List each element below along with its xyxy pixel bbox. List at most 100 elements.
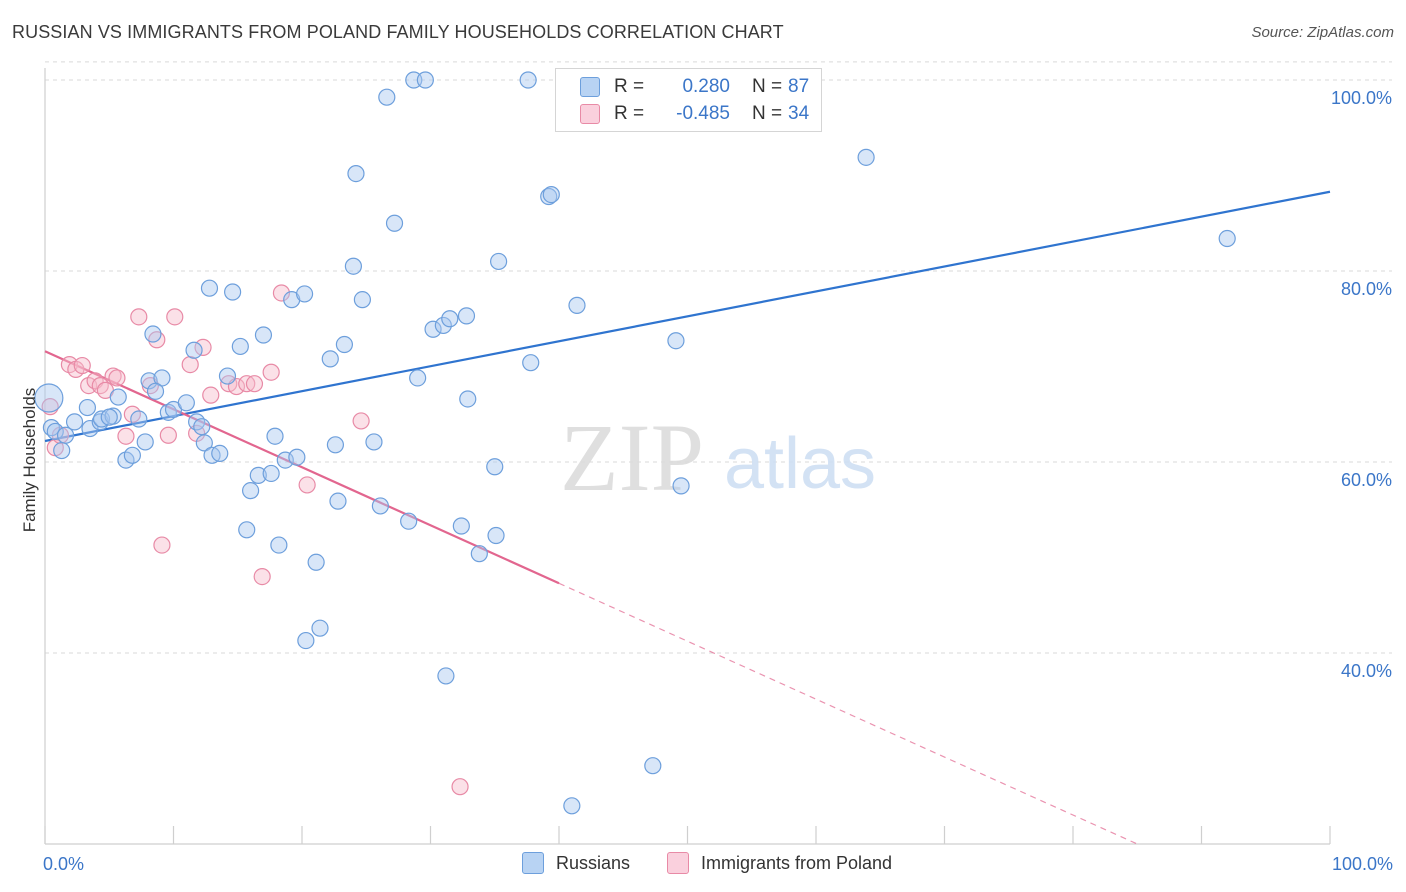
point-russians <box>238 521 256 539</box>
point-poland <box>108 369 126 387</box>
legend-n-key: N = <box>752 76 783 97</box>
legend-r-value: -0.485 <box>676 103 730 124</box>
legend-swatch-russians <box>522 852 544 874</box>
point-poland <box>253 567 271 586</box>
legend-r-key: R = <box>614 76 645 97</box>
point-russians <box>185 341 203 359</box>
point-russians <box>347 164 365 183</box>
point-russians <box>452 517 470 535</box>
tick-labels: 40.0% 60.0% 80.0% 100.0% 0.0% 100.0% <box>43 88 1393 874</box>
point-russians <box>34 383 64 413</box>
point-poland <box>91 377 109 395</box>
point-russians <box>159 403 177 421</box>
source-label: Source: ZipAtlas.com <box>1251 24 1394 41</box>
point-russians <box>140 372 158 390</box>
y-tick-label: 60.0% <box>1341 470 1392 490</box>
point-russians <box>53 441 71 460</box>
series-legend: Russians Immigrants from Poland <box>0 852 1406 878</box>
point-russians <box>1218 229 1236 248</box>
point-russians <box>46 422 64 441</box>
point-russians <box>441 310 459 328</box>
point-russians <box>522 354 540 372</box>
point-poland <box>202 386 220 404</box>
point-russians <box>123 446 141 464</box>
point-russians <box>568 296 586 314</box>
point-russians <box>56 426 75 444</box>
point-poland <box>298 476 316 494</box>
point-russians <box>371 497 389 515</box>
legend-n-key: N = <box>752 103 783 124</box>
point-russians <box>540 187 558 206</box>
point-russians <box>321 350 339 368</box>
chart-title: RUSSIAN VS IMMIGRANTS FROM POLAND FAMILY… <box>12 22 784 42</box>
point-russians <box>335 335 354 354</box>
point-russians <box>459 390 477 408</box>
legend-swatch-blue <box>580 77 600 97</box>
y-axis-label: Family Households <box>20 387 39 533</box>
point-russians <box>563 797 581 815</box>
point-russians <box>100 408 118 426</box>
point-russians <box>437 667 455 685</box>
point-poland <box>245 375 264 393</box>
trend-lines <box>44 190 1331 845</box>
point-russians <box>365 433 383 451</box>
legend-item-poland[interactable]: Immigrants from Poland <box>667 852 892 874</box>
point-russians <box>400 512 418 530</box>
point-russians <box>378 88 396 106</box>
point-poland <box>117 427 135 445</box>
trend-line-poland-extended <box>558 582 1138 845</box>
watermark-zip: ZIP <box>560 404 704 511</box>
point-russians <box>81 419 99 438</box>
point-russians <box>109 388 127 406</box>
point-russians <box>542 186 560 204</box>
y-tick-label: 100.0% <box>1331 88 1392 108</box>
legend-row-russians: R = 0.280 N = 87 <box>580 75 809 99</box>
point-poland <box>159 426 177 444</box>
y-tick-label: 80.0% <box>1341 279 1392 299</box>
point-russians <box>353 291 371 309</box>
point-russians <box>385 214 404 232</box>
point-russians <box>262 464 280 483</box>
trend-line-russians <box>44 190 1331 443</box>
point-russians <box>434 316 452 335</box>
x-tick-label-max: 100.0% <box>1332 854 1393 874</box>
x-tick-label-min: 0.0% <box>43 854 84 874</box>
point-poland <box>73 356 91 375</box>
point-russians <box>487 526 505 545</box>
legend-item-russians[interactable]: Russians <box>522 852 630 874</box>
legend-r-value: 0.280 <box>682 76 730 97</box>
point-russians <box>231 337 249 356</box>
point-poland <box>272 284 291 302</box>
point-russians <box>270 536 288 554</box>
point-russians <box>130 410 148 428</box>
point-russians <box>193 418 211 436</box>
point-russians <box>211 444 229 463</box>
point-russians <box>329 492 347 510</box>
point-poland <box>153 536 171 554</box>
point-russians <box>644 757 662 775</box>
legend-r-key: R = <box>614 103 645 124</box>
point-russians <box>672 477 690 495</box>
point-poland <box>352 412 370 430</box>
point-russians <box>311 619 329 637</box>
legend-swatch-poland <box>667 852 689 874</box>
point-poland <box>130 308 148 326</box>
legend-row-poland: R = -0.485 N = 34 <box>580 102 809 126</box>
grid-lines <box>45 61 1392 654</box>
point-russians <box>470 545 488 563</box>
legend-n-value: 87 <box>788 76 810 97</box>
point-russians <box>266 427 284 445</box>
correlation-legend: R = 0.280 N = 87 R = -0.485 N = 34 <box>555 68 822 132</box>
point-russians <box>242 482 260 500</box>
point-poland <box>451 778 469 796</box>
point-russians <box>144 325 162 343</box>
point-poland <box>262 363 280 381</box>
point-poland <box>181 355 199 374</box>
y-tick-label: 40.0% <box>1341 661 1392 681</box>
point-russians <box>667 332 685 350</box>
point-russians <box>344 257 362 275</box>
point-russians <box>200 279 219 297</box>
point-russians <box>224 283 242 301</box>
legend-label-russians: Russians <box>556 852 631 873</box>
point-russians <box>424 320 442 338</box>
